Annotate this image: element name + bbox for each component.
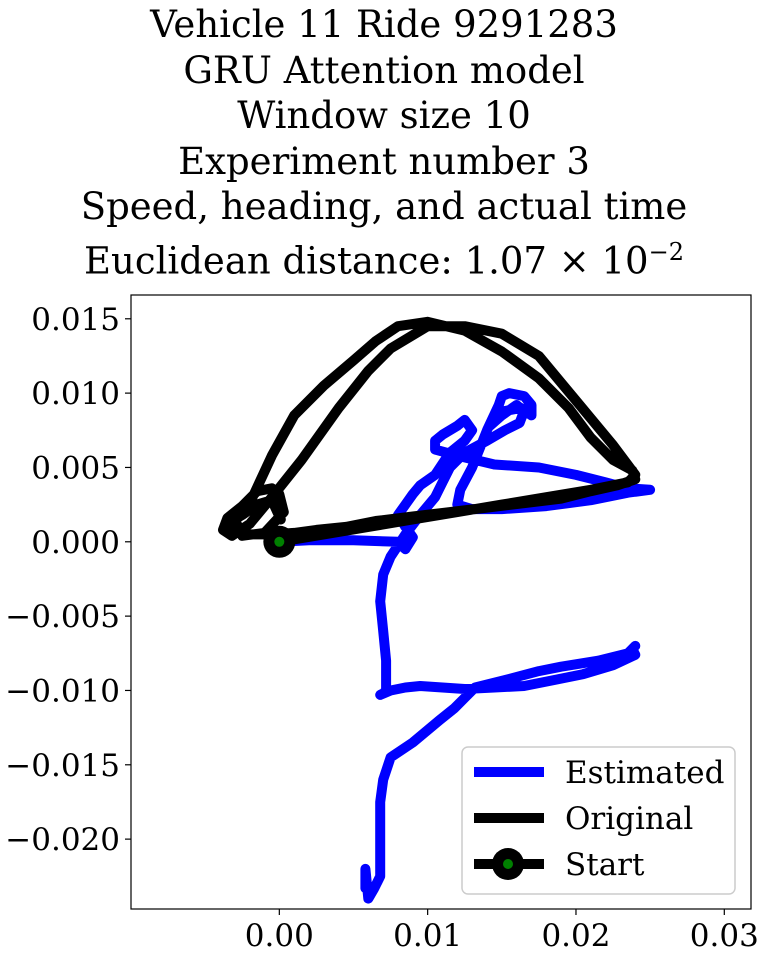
- legend: Estimated Original Start: [461, 746, 736, 895]
- title-line-window: Window size 10: [237, 94, 531, 137]
- title-distance-exponent: −2: [648, 237, 684, 266]
- y-tick-label: −0.010: [5, 673, 120, 709]
- y-tick-label: 0.000: [31, 525, 120, 561]
- chart-title: Vehicle 11 Ride 9291283 GRU Attention mo…: [0, 2, 768, 283]
- y-tick-label: −0.005: [5, 599, 120, 635]
- y-tick-label: −0.020: [5, 822, 120, 858]
- legend-label-original: Original: [565, 801, 693, 837]
- x-tick-label: 0.03: [690, 918, 759, 954]
- x-tick-label: 0.02: [541, 918, 610, 954]
- y-tick-label: 0.010: [31, 376, 120, 412]
- y-tick-label: 0.005: [31, 450, 120, 486]
- legend-marker-start-center: [503, 859, 513, 869]
- legend-box: [461, 746, 736, 895]
- title-line-experiment: Experiment number 3: [178, 139, 590, 183]
- y-tick-label: −0.015: [5, 748, 120, 784]
- title-distance-prefix: Euclidean distance: 1.07 × 10: [84, 238, 649, 282]
- series-line-original: [218, 316, 641, 547]
- series-layer: [218, 316, 656, 904]
- x-tick-label: 0.00: [245, 918, 314, 954]
- y-axis: 0.015 0.010 0.005 0.000 −0.005 −0.010 −0.015 −0…: [5, 302, 131, 858]
- start-marker-center: [274, 536, 285, 547]
- title-line-vehicle: Vehicle 11 Ride 9291283: [150, 3, 618, 46]
- x-axis: 0.00 0.01 0.02 0.03: [245, 909, 759, 954]
- title-line-distance: Euclidean distance: 1.07 × 10−2: [0, 230, 768, 284]
- title-line-model: GRU Attention model: [183, 48, 585, 92]
- title-line-features: Speed, heading, and actual time: [80, 185, 688, 228]
- y-tick-label: 0.015: [31, 302, 120, 338]
- x-tick-label: 0.01: [393, 918, 462, 954]
- series-line-estimated: [274, 388, 656, 904]
- legend-label-start: Start: [565, 847, 645, 883]
- legend-label-estimated: Estimated: [565, 755, 724, 791]
